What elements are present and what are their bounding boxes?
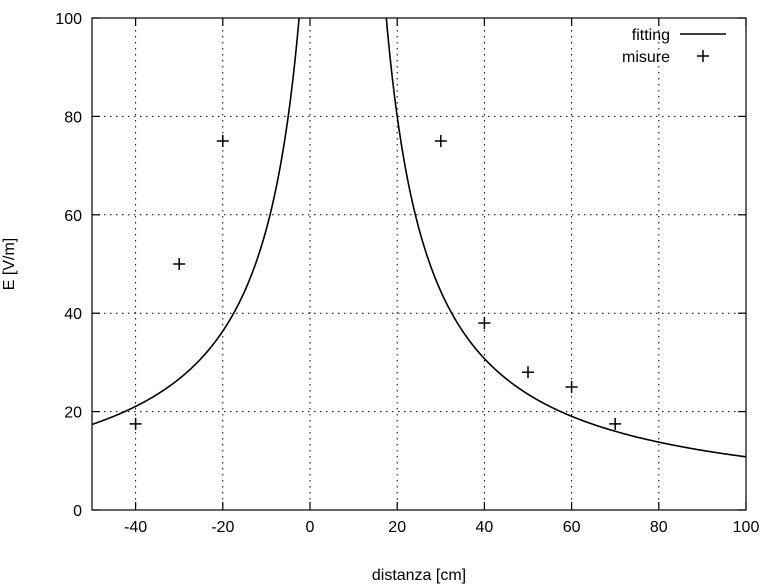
data-point <box>522 366 534 379</box>
x-tick-label: 40 <box>476 519 494 536</box>
data-point <box>478 317 491 330</box>
data-point <box>434 135 447 147</box>
plot-frame <box>91 17 747 511</box>
legend-label-fitting: fitting <box>632 27 670 44</box>
x-tick-label: 100 <box>733 519 760 536</box>
data-point <box>173 258 186 270</box>
data-point <box>216 135 229 147</box>
plot-area <box>91 17 747 458</box>
y-tick-label: 40 <box>64 306 82 323</box>
x-tick-label: 80 <box>650 519 668 536</box>
data-point <box>129 417 142 430</box>
x-tick-label: 0 <box>306 519 315 536</box>
x-tick-label: 60 <box>563 519 581 536</box>
grid <box>92 18 746 510</box>
x-tick-label: 20 <box>388 519 406 536</box>
data-point <box>565 381 578 393</box>
x-ticks: -40 -20 0 20 40 60 80 100 <box>124 18 759 536</box>
x-tick-label: -40 <box>124 519 147 536</box>
y-tick-label: 0 <box>73 503 82 520</box>
y-tick-label: 80 <box>64 109 82 126</box>
y-tick-label: 20 <box>64 405 82 422</box>
x-tick-label: -20 <box>211 519 234 536</box>
legend-swatch-misure <box>697 50 709 62</box>
fitting-curve <box>91 17 747 458</box>
x-axis-label: distanza [cm] <box>372 567 466 584</box>
legend-label-misure: misure <box>622 49 670 66</box>
y-tick-label: 100 <box>55 11 82 28</box>
y-tick-label: 60 <box>64 208 82 225</box>
y-axis-label: E [V/m] <box>1 238 18 290</box>
data-point <box>609 417 622 430</box>
y-ticks: 0 20 40 60 80 100 <box>55 11 746 520</box>
measurement-points <box>129 135 622 430</box>
legend: fitting misure <box>622 27 726 66</box>
